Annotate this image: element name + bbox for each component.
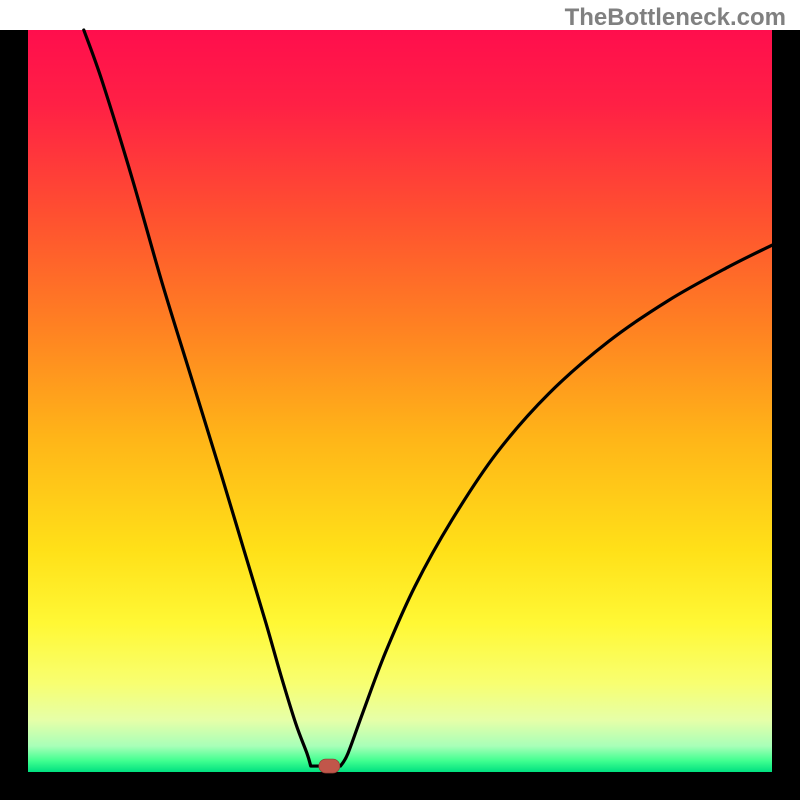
plot-svg: [0, 0, 800, 800]
plot-area: [28, 30, 772, 772]
figure-container: TheBottleneck.com: [0, 0, 800, 800]
optimum-marker: [319, 759, 340, 773]
watermark-text: TheBottleneck.com: [565, 4, 786, 32]
